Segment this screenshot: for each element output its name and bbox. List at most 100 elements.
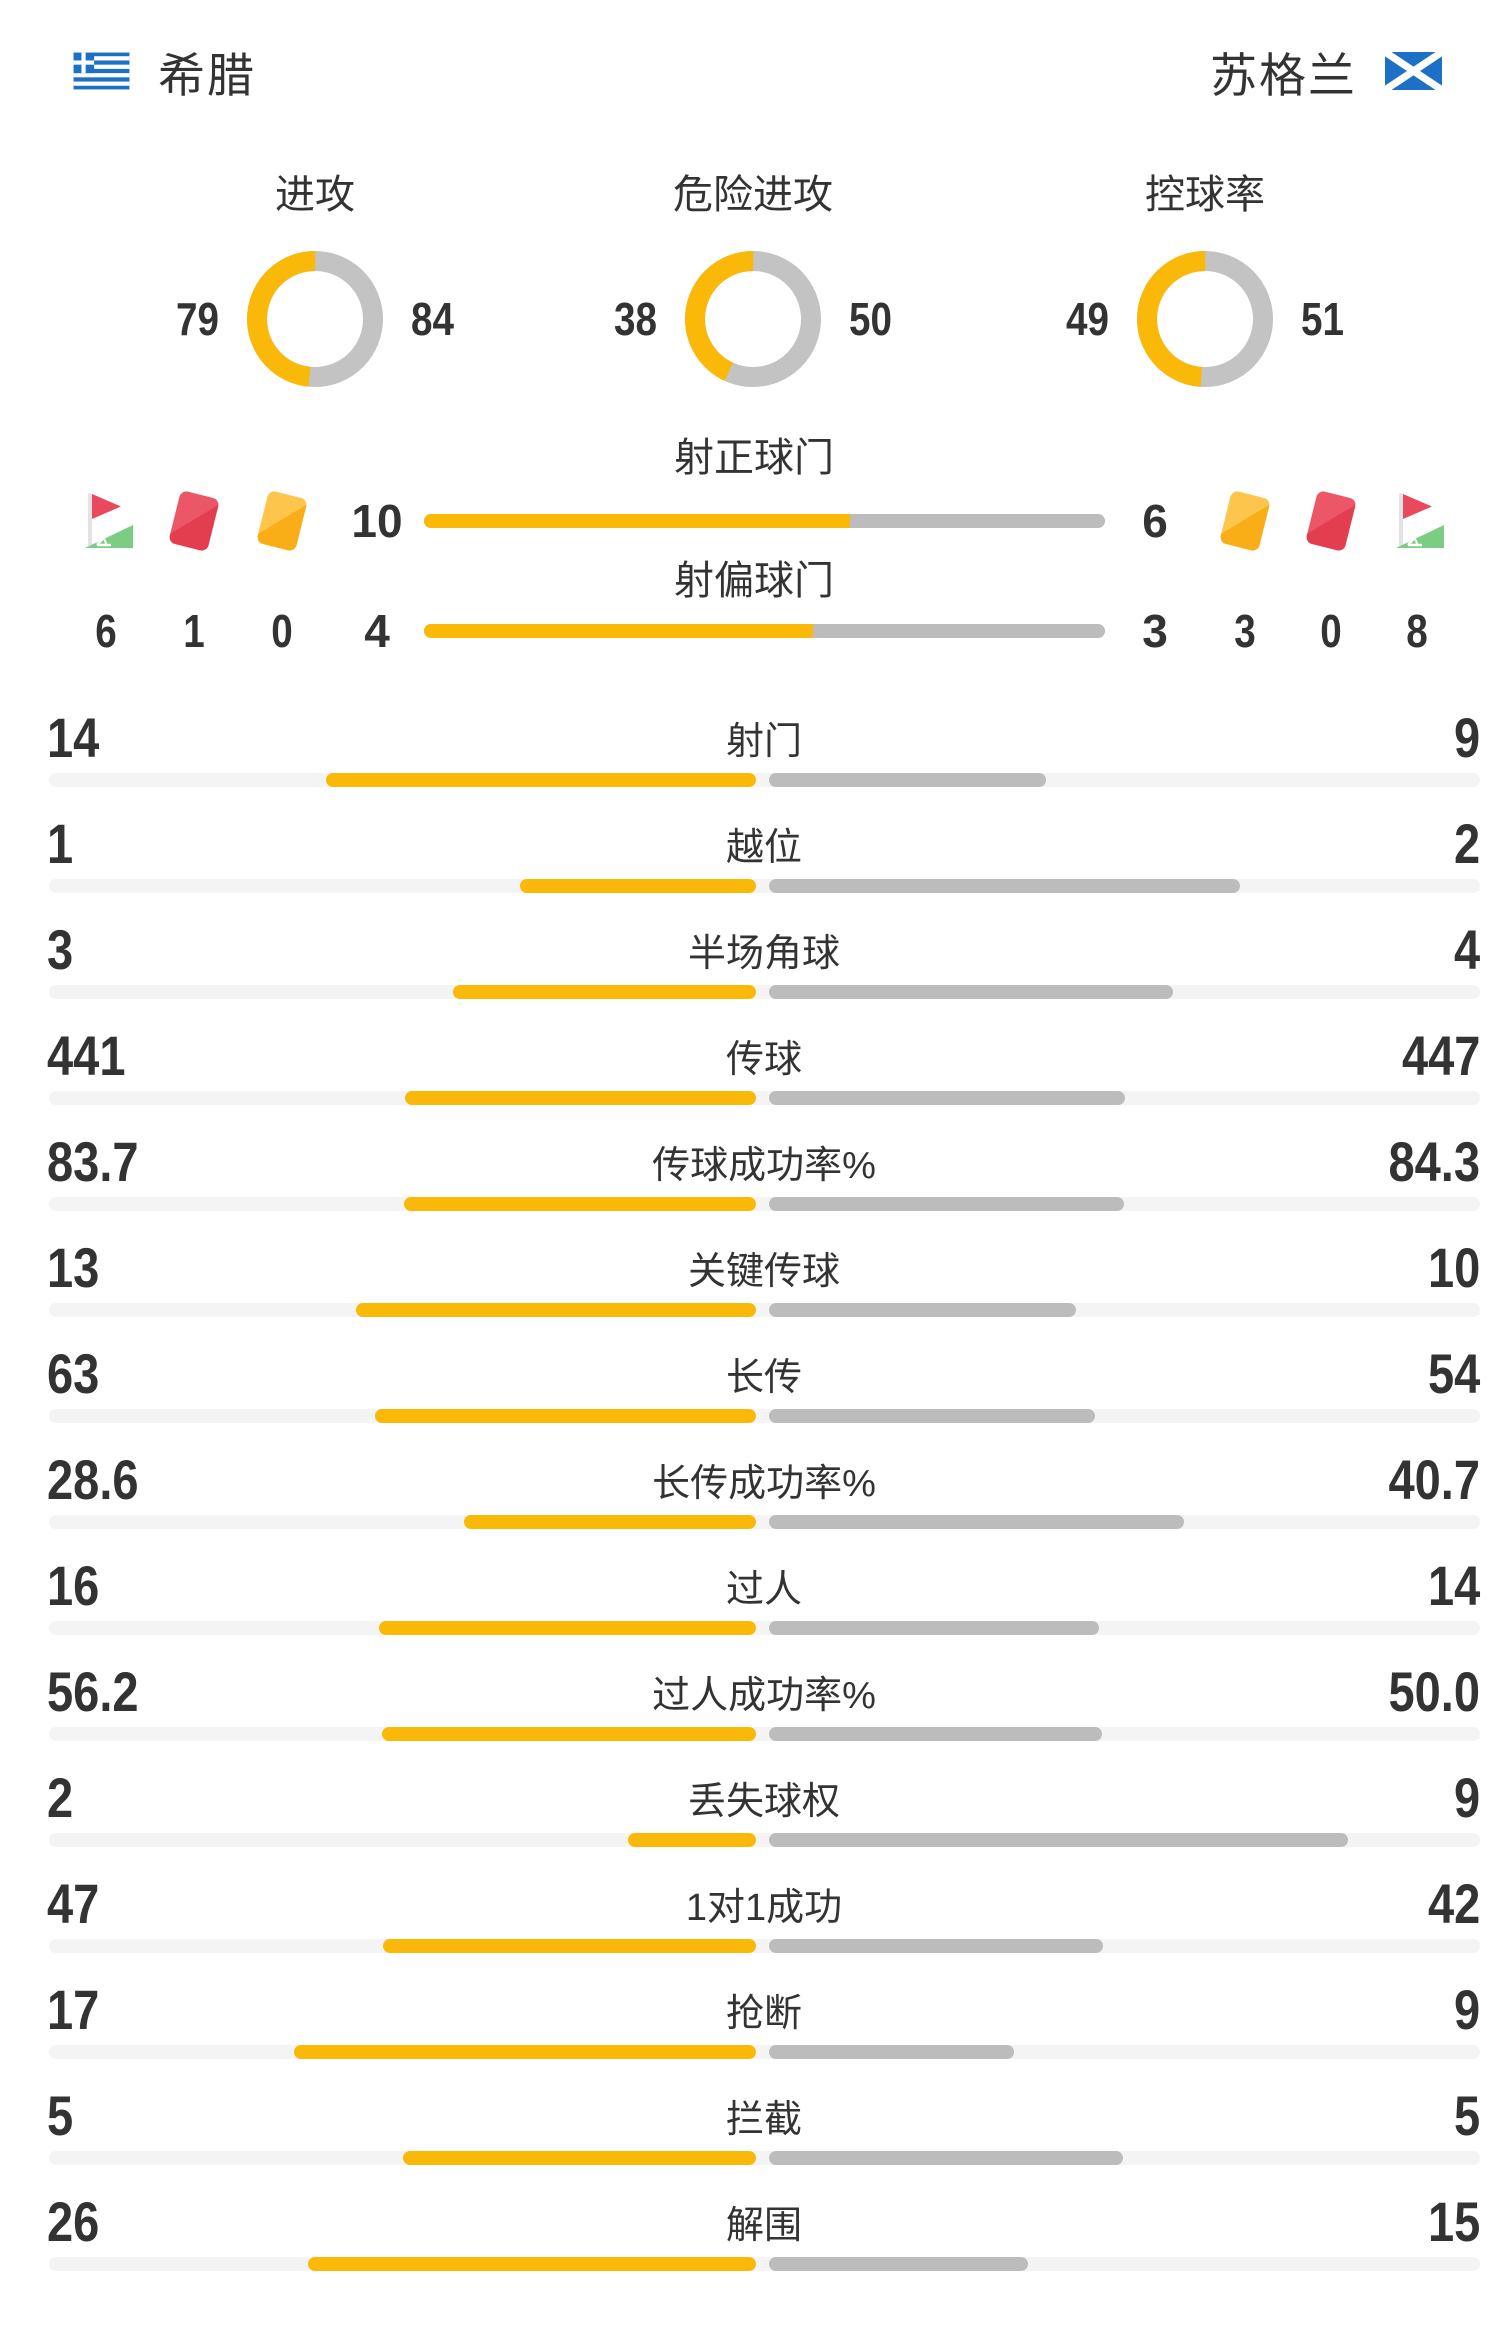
- home-yellow-cards-value: 0: [271, 605, 293, 657]
- shots-off-target-title: 射偏球门: [674, 559, 834, 603]
- stat-away-value: 5: [1453, 2083, 1480, 2147]
- stat-bar-home: [520, 879, 756, 893]
- stat-head: 56.2 过人成功率% 50.0: [0, 1660, 1500, 1723]
- stat-bar-home: [404, 1091, 756, 1105]
- stat-bar-track: [49, 1939, 1480, 1953]
- donut-attack-ring: [247, 251, 383, 387]
- stat-away-value: 2: [1453, 811, 1480, 875]
- stat-row: 441 传球 447: [0, 1023, 1500, 1132]
- stat-bar-away: [769, 1727, 1102, 1741]
- stat-row: 14 射门 9: [0, 705, 1500, 814]
- stat-away-value: 447: [1401, 1023, 1480, 1087]
- stat-bar-track: [49, 2257, 1480, 2271]
- match-header: 希腊 苏格兰: [0, 0, 1500, 102]
- stat-bar-track: [49, 2045, 1480, 2059]
- stat-label: 关键传球: [687, 1250, 841, 1293]
- yellow-card-icon: [1214, 489, 1276, 553]
- shots-on-target-bar: [424, 514, 1105, 528]
- stat-bar-home: [307, 2257, 756, 2271]
- donut-ring-home: [1137, 251, 1273, 387]
- away-yellow-cards-value: 3: [1234, 605, 1256, 657]
- stat-row: 26 解围 15: [0, 2189, 1500, 2298]
- match-stats-list: 14 射门 9 1 越位 2 3 半场角球 4 441 传球 447 83.7 传球成功率% 84.3 13 关…: [0, 705, 1500, 2298]
- corner-flag-icon: [1386, 490, 1448, 552]
- stat-label: 射门: [725, 720, 803, 763]
- stat-head: 13 关键传球 10: [0, 1236, 1500, 1299]
- away-corners-value: 8: [1406, 605, 1428, 657]
- stat-away-value: 4: [1453, 917, 1480, 981]
- stat-head: 5 拦截 5: [0, 2084, 1500, 2147]
- stat-label: 解围: [725, 2204, 803, 2247]
- away-discipline-icons: [1214, 489, 1448, 553]
- corner-flag-icon: [75, 490, 137, 552]
- home-team: 希腊: [73, 37, 256, 106]
- stat-row: 47 1对1成功 42: [0, 1872, 1500, 1980]
- stat-label: 长传成功率%: [652, 1462, 876, 1505]
- stat-home-value: 13: [47, 1235, 100, 1299]
- stat-row: 56.2 过人成功率% 50.0: [0, 1660, 1500, 1768]
- stat-bar-away: [769, 985, 1173, 999]
- stat-bar-track: [49, 1515, 1480, 1529]
- home-discipline-values: 6 1 0: [75, 605, 313, 657]
- stat-bar-track: [49, 879, 1480, 893]
- stat-away-value: 10: [1427, 1235, 1480, 1299]
- donut-attack-home-value: 79: [176, 293, 219, 345]
- stat-home-value: 5: [47, 2083, 74, 2147]
- stat-bar-track: [49, 2151, 1480, 2165]
- stat-home-value: 28.6: [47, 1447, 139, 1511]
- stat-head: 63 长传 54: [0, 1342, 1500, 1405]
- stat-away-value: 14: [1427, 1553, 1480, 1617]
- donut-ring-home: [685, 251, 821, 387]
- stat-away-value: 15: [1427, 2189, 1480, 2253]
- stat-home-value: 2: [47, 1765, 74, 1829]
- donut-dangerous-attack: 危险进攻 38 50: [572, 172, 934, 387]
- shots-on-target-away-value: 6: [1142, 495, 1168, 547]
- home-team-name: 希腊: [158, 48, 256, 102]
- stat-row: 83.7 传球成功率% 84.3: [0, 1129, 1500, 1238]
- stat-home-value: 441: [47, 1023, 126, 1087]
- stat-label: 半场角球: [687, 932, 841, 975]
- donut-charts: 进攻 79 84 危险进攻 38 50 控球率 49: [0, 172, 1500, 387]
- stat-home-value: 1: [47, 811, 74, 875]
- shots-on-target-row: 10 6: [0, 489, 1500, 553]
- stat-bar-home: [402, 2151, 756, 2165]
- scotland-flag-icon: [1385, 51, 1442, 91]
- stat-bar-track: [49, 985, 1480, 999]
- donut-possession-away-value: 51: [1301, 293, 1344, 345]
- stat-bar-home: [378, 1621, 756, 1635]
- stat-row: 2 丢失球权 9: [0, 1765, 1500, 1874]
- stat-home-value: 17: [47, 1977, 100, 2041]
- stat-label: 过人: [725, 1568, 803, 1611]
- stat-bar-away: [769, 1197, 1124, 1211]
- stat-bar-home: [382, 1939, 756, 1953]
- stat-away-value: 9: [1453, 1765, 1480, 1829]
- donut-dangerous-attack-label: 危险进攻: [673, 173, 833, 217]
- stat-label: 过人成功率%: [652, 1674, 876, 1717]
- shots-off-target-home-value: 4: [364, 605, 390, 657]
- home-discipline-icons: [75, 489, 313, 553]
- away-red-cards-value: 0: [1320, 605, 1342, 657]
- stat-bar-home: [403, 1197, 756, 1211]
- yellow-card-icon: [251, 489, 313, 553]
- stat-bar-track: [49, 1303, 1480, 1317]
- stat-row: 5 拦截 5: [0, 2084, 1500, 2192]
- stat-bar-track: [49, 1621, 1480, 1635]
- stat-home-value: 14: [47, 705, 100, 769]
- stat-bar-track: [49, 1091, 1480, 1105]
- stat-bar-away: [769, 773, 1046, 787]
- stat-away-value: 9: [1453, 1977, 1480, 2041]
- stat-bar-home: [464, 1515, 756, 1529]
- stat-bar-home: [381, 1727, 756, 1741]
- shots-off-target-bar: [424, 624, 1105, 638]
- shots-off-target-away-value: 3: [1142, 605, 1168, 657]
- stat-bar-away: [769, 1409, 1096, 1423]
- donut-ring-home: [247, 251, 383, 387]
- stat-home-value: 63: [47, 1341, 100, 1405]
- donut-dangerous-attack-ring: [685, 251, 821, 387]
- stat-bar-home: [453, 985, 756, 999]
- stat-row: 3 半场角球 4: [0, 917, 1500, 1026]
- stat-label: 传球成功率%: [652, 1144, 876, 1187]
- stat-label: 越位: [725, 826, 803, 869]
- stat-away-value: 84.3: [1388, 1129, 1480, 1193]
